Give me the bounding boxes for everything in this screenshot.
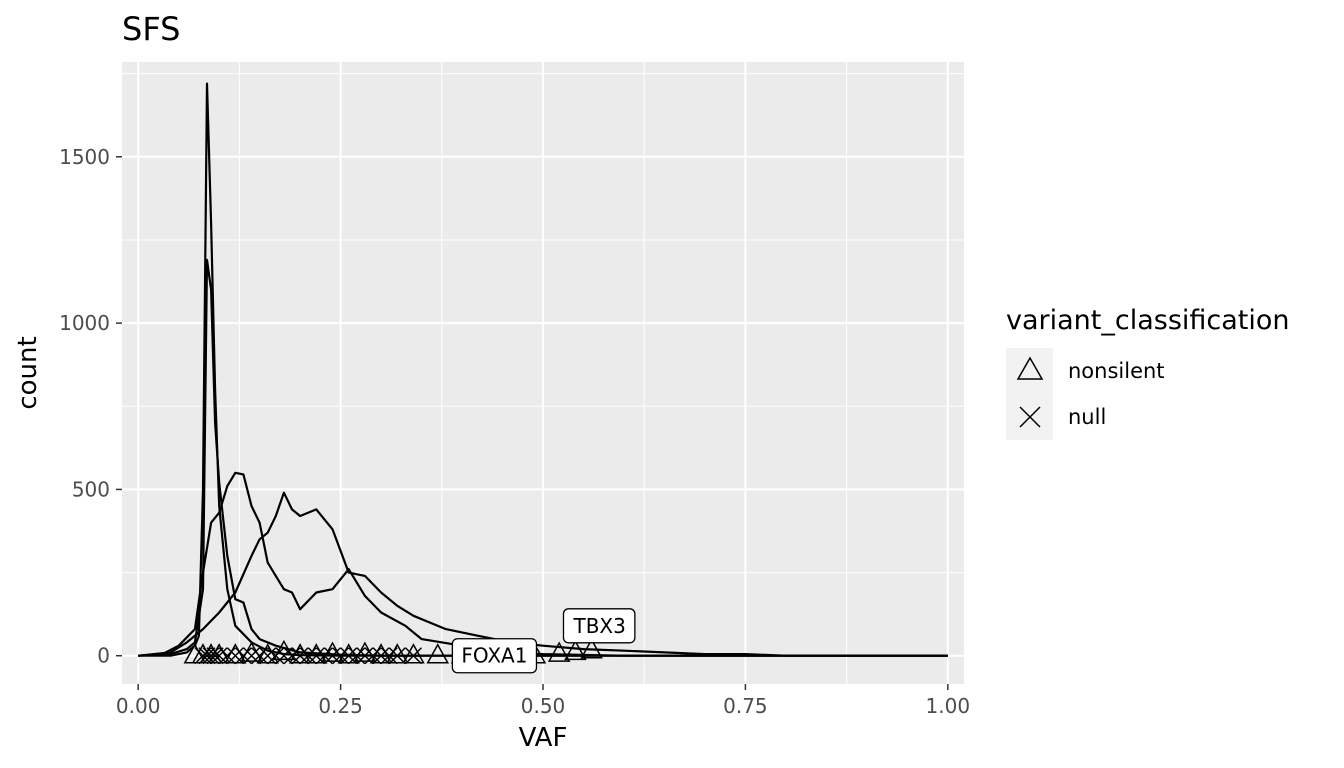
cross-point [210, 647, 228, 665]
cross-point [206, 647, 224, 665]
cross-point [323, 647, 342, 665]
x-tick-label: 0.75 [723, 694, 768, 718]
cross-point [202, 647, 220, 665]
legend-label-nonsilent: nonsilent [1068, 359, 1165, 383]
cross-point [198, 647, 216, 665]
cross-point [251, 647, 269, 665]
cross-point [259, 647, 277, 665]
cross-point [291, 647, 309, 665]
cross-point [388, 647, 406, 665]
triangle-point [385, 643, 409, 664]
annotation-box [451, 638, 538, 674]
cross-point [218, 647, 236, 665]
triangle-point [580, 638, 603, 659]
triangle-icon [1016, 356, 1044, 380]
legend: variant_classification nonsilent null [1006, 305, 1290, 440]
cross-point [364, 647, 382, 665]
triangle-point [224, 643, 247, 664]
cross-point [267, 647, 285, 665]
triangle-point [369, 643, 393, 664]
legend-label-null: null [1068, 405, 1106, 429]
cross-point [299, 647, 317, 665]
axis-ticks: 0.00 0.25 0.50 0.75 1.00 0 500 1000 1500 [59, 145, 970, 718]
y-tick-label: 0 [97, 644, 110, 668]
cross-point [307, 647, 325, 665]
cross-point [275, 647, 293, 665]
cross-point [356, 647, 374, 665]
annotation-label-foxa1: FOXA1 [451, 638, 538, 674]
cross-point [372, 647, 390, 665]
annotation-text: FOXA1 [461, 644, 527, 668]
y-tick-label: 500 [72, 477, 110, 501]
cross-point [283, 647, 301, 665]
cross-icon [1019, 406, 1041, 428]
y-tick-label: 1500 [59, 145, 110, 169]
triangle-point [337, 643, 360, 664]
cross-point [194, 647, 212, 665]
cross-point [340, 647, 358, 665]
triangle-point [547, 641, 571, 662]
cross-point [234, 647, 252, 665]
triangle-point [426, 643, 450, 664]
x-tick-label: 0.25 [318, 694, 363, 718]
cross-point [380, 647, 398, 665]
x-tick-label: 1.00 [926, 694, 971, 718]
cross-point [315, 647, 333, 665]
triangle-point [305, 643, 328, 664]
annotation-box [562, 608, 636, 644]
triangle-point [256, 643, 280, 664]
annotation-text: TBX3 [572, 614, 625, 638]
y-axis-title: count [13, 336, 43, 409]
legend-key-nonsilent-bg [1006, 348, 1053, 394]
triangle-point [288, 643, 312, 664]
cross-point [404, 647, 422, 665]
series-line-4 [138, 491, 948, 657]
cross-point [332, 647, 350, 665]
x-tick-label: 0.50 [521, 694, 566, 718]
cross-point [243, 647, 261, 665]
chart-title: SFS [122, 10, 180, 48]
x-tick-label: 0.00 [116, 694, 161, 718]
cross-point [226, 647, 244, 665]
triangle-point [402, 643, 425, 664]
triangle-point [564, 639, 587, 661]
annotation-label-tbx3: TBX3 [562, 608, 636, 644]
series-line-1 [138, 82, 948, 657]
legend-title: variant_classification [1006, 305, 1290, 336]
y-tick-label: 1000 [59, 311, 110, 335]
annotations: TBX3 FOXA1 [451, 608, 636, 674]
cross-point [348, 647, 366, 665]
x-axis-title: VAF [519, 723, 568, 753]
